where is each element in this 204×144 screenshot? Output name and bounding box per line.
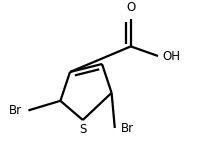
Text: Br: Br — [121, 122, 134, 134]
Text: O: O — [126, 1, 135, 14]
Text: S: S — [79, 123, 86, 136]
Text: Br: Br — [9, 104, 22, 117]
Text: OH: OH — [163, 50, 181, 62]
